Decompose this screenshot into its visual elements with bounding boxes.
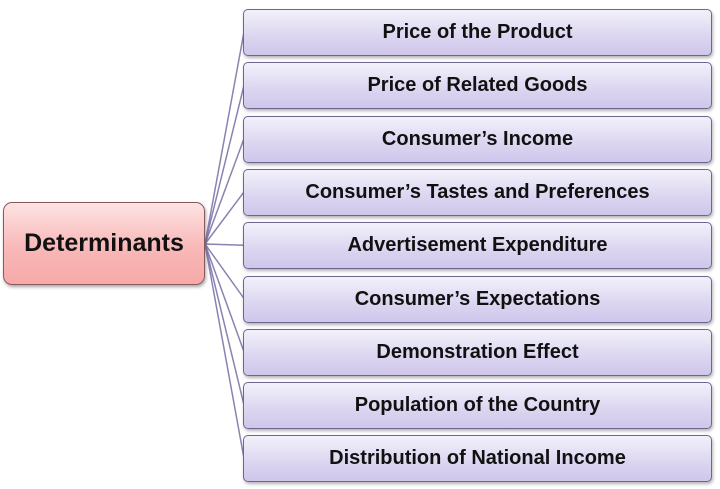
determinant-node: Population of the Country [243, 382, 712, 430]
determinant-node: Price of the Product [243, 9, 712, 56]
connector-line [204, 138, 245, 245]
determinant-node: Demonstration Effect [243, 328, 712, 376]
determinant-node: Advertisement Expenditure [243, 222, 712, 270]
connector-line [204, 191, 245, 245]
connector-line [204, 243, 245, 459]
determinant-node: Consumer’s Expectations [243, 275, 712, 323]
root-node-determinants: Determinants [3, 202, 205, 285]
determinant-node: Price of Related Goods [243, 62, 712, 110]
determinant-node: Distribution of National Income [243, 435, 712, 483]
connector-line [204, 243, 245, 299]
determinant-node: Consumer’s Tastes and Preferences [243, 168, 712, 216]
connector-line [204, 243, 245, 406]
connector-line [204, 31, 245, 245]
connector-line [204, 85, 245, 245]
determinant-node: Consumer’s Income [243, 115, 712, 163]
connector-line [204, 243, 245, 353]
connector-line [204, 243, 245, 246]
